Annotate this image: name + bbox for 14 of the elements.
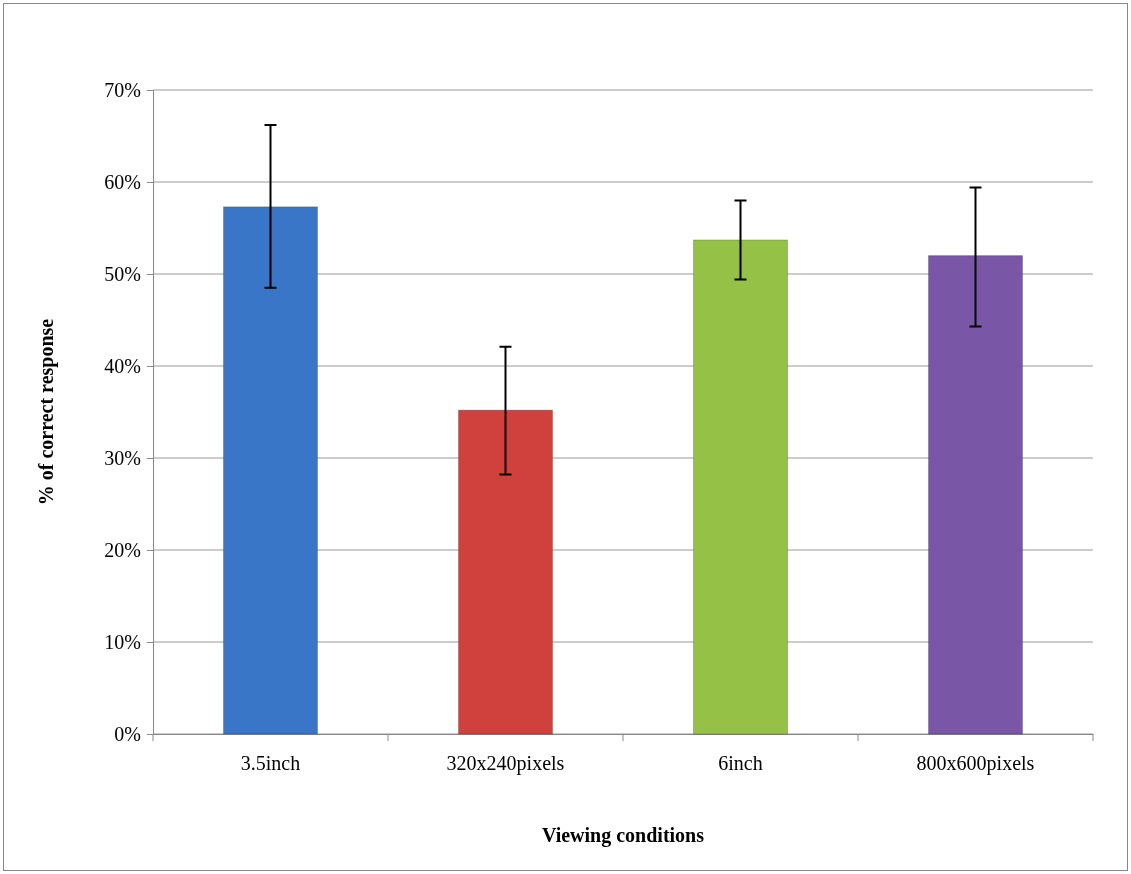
y-tick-label: 20% [104,538,141,561]
y-tick-label: 70% [104,78,141,101]
y-tick-label: 50% [104,262,141,285]
x-axis-title: Viewing conditions [541,824,705,847]
x-tick-label: 6inch [718,752,763,775]
x-tick-label: 800x600pixels [916,752,1035,776]
y-tick-label: 60% [104,170,141,193]
y-tick-label: 30% [104,446,141,469]
y-axis-title: % of correct response [35,318,58,506]
x-tick-label: 3.5inch [240,752,301,775]
y-tick-label: 0% [114,722,141,745]
y-tick-label: 10% [104,630,141,653]
x-tick-label: 320x240pixels [446,752,565,776]
y-tick-label: 40% [104,354,141,377]
